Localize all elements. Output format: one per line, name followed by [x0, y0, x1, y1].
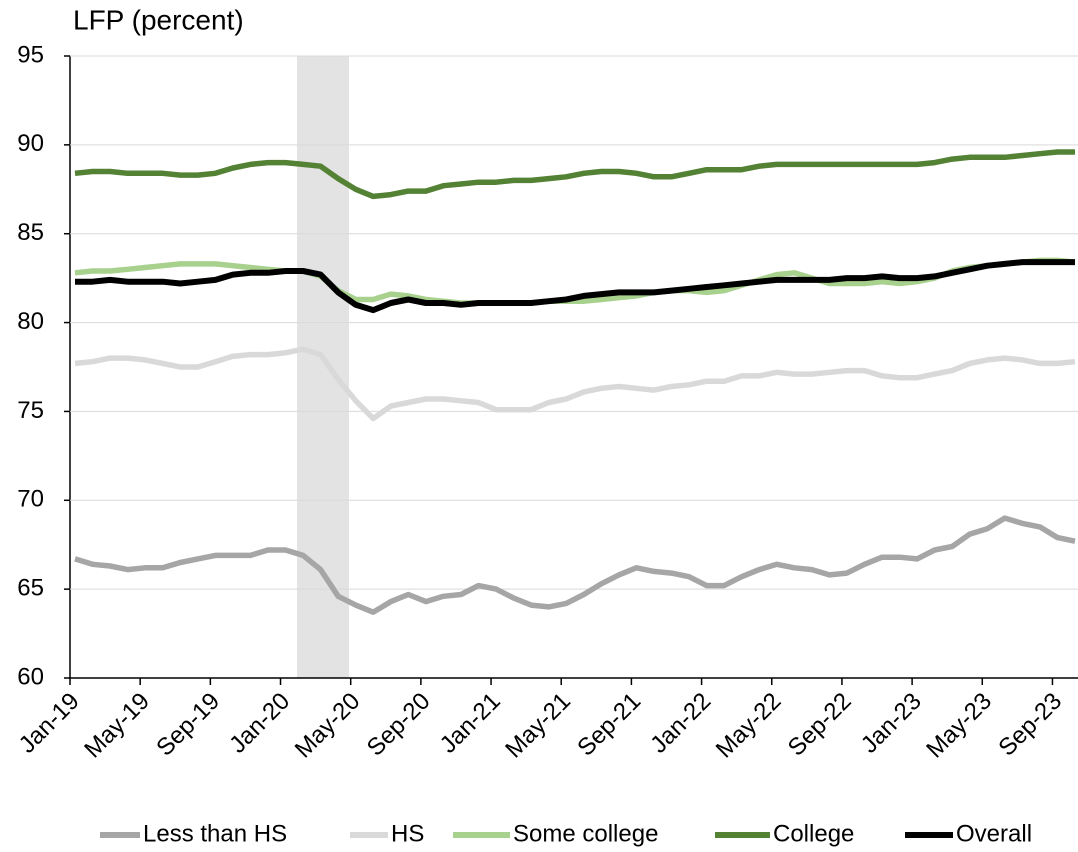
- series-line: [74, 149, 1075, 200]
- x-tick-label: Sep-22: [783, 688, 857, 762]
- legend-label: Some college: [513, 820, 658, 847]
- legend-label: Less than HS: [143, 820, 287, 847]
- series-line: [74, 346, 1076, 422]
- x-tick-label: Jan-21: [435, 688, 506, 759]
- x-tick-label: May-20: [290, 688, 366, 764]
- series-line: [74, 257, 1076, 306]
- x-tick-label: Sep-19: [151, 688, 225, 762]
- x-tick-label: Jan-19: [14, 688, 85, 759]
- series-line: [75, 259, 1075, 314]
- x-tick-label: Jan-20: [224, 688, 295, 759]
- x-tick-label: May-23: [921, 688, 997, 764]
- y-tick-label: 80: [17, 308, 44, 335]
- legend-label: HS: [391, 820, 424, 847]
- x-tick-label: Jan-23: [856, 688, 927, 759]
- y-tick-label: 60: [17, 663, 44, 690]
- y-tick-label: 65: [17, 574, 44, 601]
- x-tick-label: May-21: [500, 688, 576, 764]
- x-tick-label: Sep-23: [993, 688, 1067, 762]
- legend-label: College: [773, 820, 854, 847]
- legend-label: Overall: [956, 820, 1032, 847]
- y-axis-title: LFP (percent): [73, 4, 244, 35]
- x-tick-label: Sep-20: [362, 688, 436, 762]
- series-line: [74, 515, 1076, 615]
- y-tick-label: 75: [17, 397, 44, 424]
- y-tick-label: 90: [17, 130, 44, 157]
- x-tick-label: May-19: [79, 688, 155, 764]
- recession-shading: [297, 56, 349, 678]
- x-tick-label: Jan-22: [645, 688, 716, 759]
- y-tick-label: 70: [17, 486, 44, 513]
- x-tick-label: Sep-21: [572, 688, 646, 762]
- y-tick-label: 85: [17, 219, 44, 246]
- x-tick-label: May-22: [711, 688, 787, 764]
- y-tick-label: 95: [17, 41, 44, 68]
